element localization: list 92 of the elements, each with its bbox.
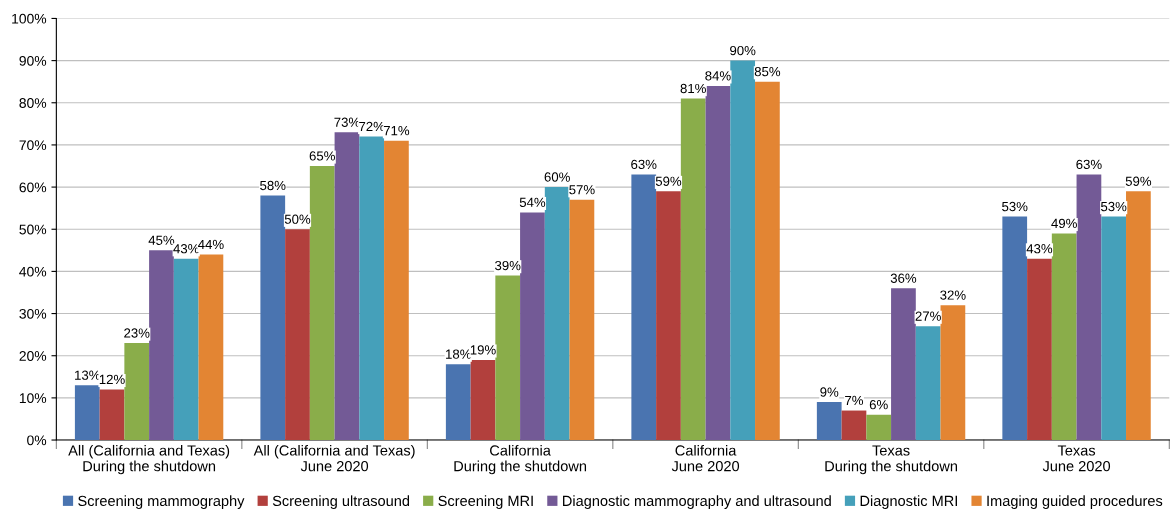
bar <box>359 136 385 441</box>
data-label: 6% <box>869 400 888 410</box>
y-tick-label: 100% <box>12 13 47 24</box>
y-tick-label: 80% <box>19 98 47 108</box>
legend-label: Screening ultrasound <box>272 495 410 509</box>
data-label: 57% <box>569 185 595 195</box>
x-tick-label: Texas During the shutdown <box>825 445 958 475</box>
bar <box>730 60 756 441</box>
data-label: 59% <box>655 176 682 186</box>
bar <box>173 258 199 441</box>
bar <box>149 250 174 441</box>
data-label: 53% <box>1100 201 1127 212</box>
data-label: 60% <box>544 172 570 182</box>
y-tick-label: 20% <box>19 351 47 361</box>
bar <box>285 229 310 441</box>
data-label: 71% <box>383 126 410 136</box>
data-label: 27% <box>915 311 941 321</box>
data-label: 84% <box>705 71 731 81</box>
data-label: 58% <box>260 180 286 191</box>
y-tick-label: 60% <box>19 182 47 193</box>
data-label: 59% <box>1125 176 1152 186</box>
data-label: 39% <box>495 260 521 271</box>
bar <box>1101 216 1127 441</box>
bar <box>1002 216 1028 441</box>
bar <box>1027 258 1052 441</box>
bar <box>544 187 570 441</box>
data-label: 85% <box>754 66 781 77</box>
data-label: 49% <box>1051 218 1077 229</box>
data-label: 44% <box>198 239 224 250</box>
bar <box>384 140 409 441</box>
x-tick-label: All (California and Texas) During the shutdown <box>68 444 230 475</box>
bar <box>334 132 360 441</box>
bar <box>915 326 941 441</box>
y-tick-label: 50% <box>19 224 47 235</box>
bar <box>470 359 496 441</box>
bar <box>99 389 125 441</box>
data-label: 50% <box>284 214 311 224</box>
bar <box>680 98 706 441</box>
bar <box>816 402 842 441</box>
bar <box>841 410 867 441</box>
bar <box>705 85 731 441</box>
data-label: 45% <box>148 235 175 245</box>
data-label: 7% <box>845 395 864 406</box>
data-label: 19% <box>470 345 496 355</box>
data-label: 32% <box>940 290 966 300</box>
data-label: 9% <box>820 387 839 397</box>
bar <box>1051 233 1077 441</box>
x-tick-label: California June 2020 <box>671 444 740 472</box>
legend-label: Diagnostic MRI <box>860 495 957 509</box>
bar <box>260 195 286 441</box>
bar <box>656 191 681 441</box>
legend-label: Imaging guided procedures <box>987 495 1163 509</box>
data-label: 18% <box>446 349 471 359</box>
bar <box>309 166 335 441</box>
legend-label: Screening mammography <box>78 495 245 509</box>
x-tick-label: Texas June 2020 <box>1042 445 1111 472</box>
x-tick-label: All (California and Texas) June 2020 <box>253 444 415 472</box>
bar <box>1126 191 1151 441</box>
bar <box>866 414 892 441</box>
bar <box>124 343 150 441</box>
x-tick-label: California During the shutdown <box>454 444 587 475</box>
bar <box>940 305 966 441</box>
legend-label: Diagnostic mammography and ultrasound <box>563 495 831 509</box>
bar <box>1076 174 1102 441</box>
data-label: 23% <box>124 328 150 338</box>
data-label: 90% <box>730 45 756 56</box>
data-label: 12% <box>99 374 125 385</box>
bar <box>631 174 657 441</box>
data-label: 54% <box>519 197 546 207</box>
bar <box>891 288 916 441</box>
data-label: 43% <box>173 244 199 254</box>
y-tick-label: 40% <box>19 266 47 277</box>
data-label: 36% <box>890 273 917 283</box>
y-tick-label: 0% <box>27 435 47 446</box>
bar <box>569 199 595 441</box>
bar <box>755 81 780 441</box>
bar <box>198 254 224 441</box>
bar <box>74 385 100 441</box>
data-label: 81% <box>680 83 706 94</box>
data-label: 53% <box>1002 201 1028 212</box>
bar <box>495 275 521 441</box>
y-tick-label: 10% <box>19 393 47 404</box>
data-label: 65% <box>309 151 335 161</box>
data-label: 73% <box>334 117 360 127</box>
y-tick-label: 30% <box>19 308 47 319</box>
data-label: 63% <box>1076 159 1102 170</box>
data-label: 43% <box>1026 244 1053 254</box>
y-tick-label: 70% <box>19 140 47 151</box>
bar <box>520 212 545 441</box>
y-tick-label: 90% <box>19 55 47 66</box>
legend-label: Screening MRI <box>438 495 533 509</box>
data-label: 63% <box>631 159 657 170</box>
